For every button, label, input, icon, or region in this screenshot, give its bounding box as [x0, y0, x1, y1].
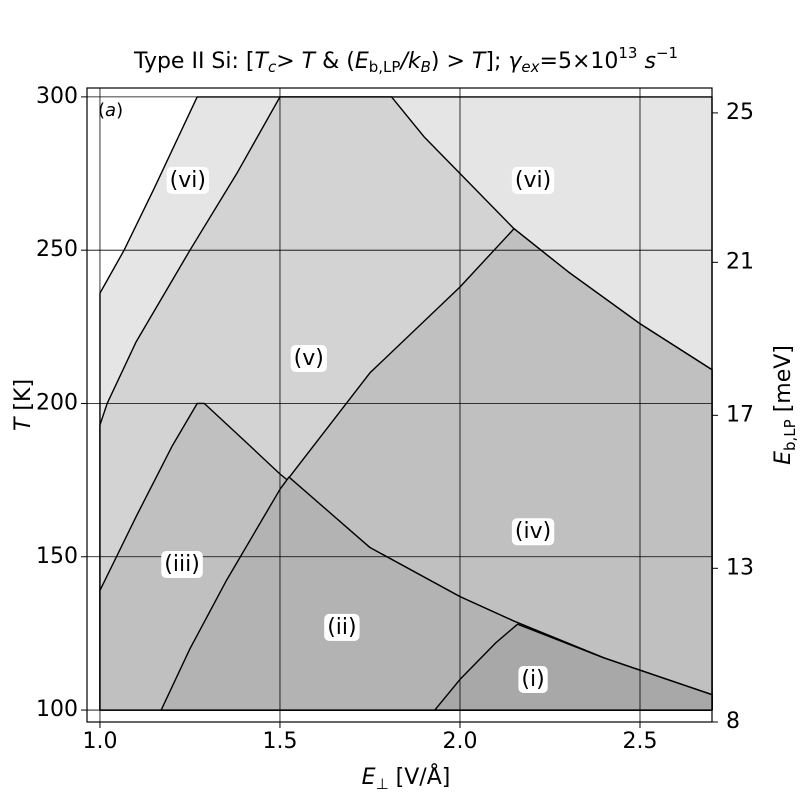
label-box [290, 345, 327, 373]
plot-frame [86, 87, 713, 723]
x-tick-label: 2.0 [442, 729, 477, 754]
y2-tick-label: 25 [726, 100, 754, 125]
y-tick-label: 250 [36, 237, 78, 262]
region-label-text: (v) [294, 346, 324, 371]
x-tick-label: 1.0 [82, 729, 117, 754]
label-box [518, 665, 548, 693]
region-label-text: (vi) [515, 168, 551, 193]
label-box [324, 613, 360, 641]
region-label: (ii) [324, 613, 360, 641]
region-label: (vi) [166, 166, 209, 194]
region-label: (v) [290, 345, 327, 373]
label-box [161, 551, 203, 579]
chart-title: Type II Si: [Tc> T & (Eb,LP/kB) > T]; γe… [133, 44, 678, 76]
y-tick-label: 100 [36, 697, 78, 722]
panel-label-part: ) [116, 100, 123, 121]
y2-tick-label: 17 [726, 402, 754, 427]
region-label-text: (iii) [164, 552, 200, 577]
y-tick-label: 200 [36, 390, 78, 415]
y2-tick-label: 21 [726, 249, 754, 274]
region-label: (iv) [511, 518, 555, 546]
panel-label: (a) [98, 100, 123, 121]
region-label: (iii) [161, 551, 203, 579]
region-label: (vi) [511, 166, 555, 194]
panel-label-part: ( [98, 100, 105, 121]
label-box [511, 166, 555, 194]
region-label-text: (vi) [170, 168, 206, 193]
region-label-text: (i) [521, 667, 544, 692]
y-tick-label: 150 [36, 544, 78, 569]
label-box [511, 518, 555, 546]
label-box [166, 166, 209, 194]
y2-tick-label: 8 [726, 709, 740, 734]
x-tick-label: 2.5 [622, 729, 657, 754]
y2-axis-label: Eb,LP [meV] [771, 345, 799, 465]
x-tick-label: 1.5 [262, 729, 297, 754]
x-axis-label: E⊥ [V/Å] [362, 763, 451, 793]
panel-label-part: a [105, 100, 116, 121]
region-label-text: (ii) [327, 615, 356, 640]
region-label-text: (iv) [515, 519, 551, 544]
region-label: (i) [518, 665, 548, 693]
y2-tick-label: 13 [726, 555, 754, 580]
y-axis-label: T [K] [11, 379, 36, 431]
y-tick-label: 300 [36, 84, 78, 109]
